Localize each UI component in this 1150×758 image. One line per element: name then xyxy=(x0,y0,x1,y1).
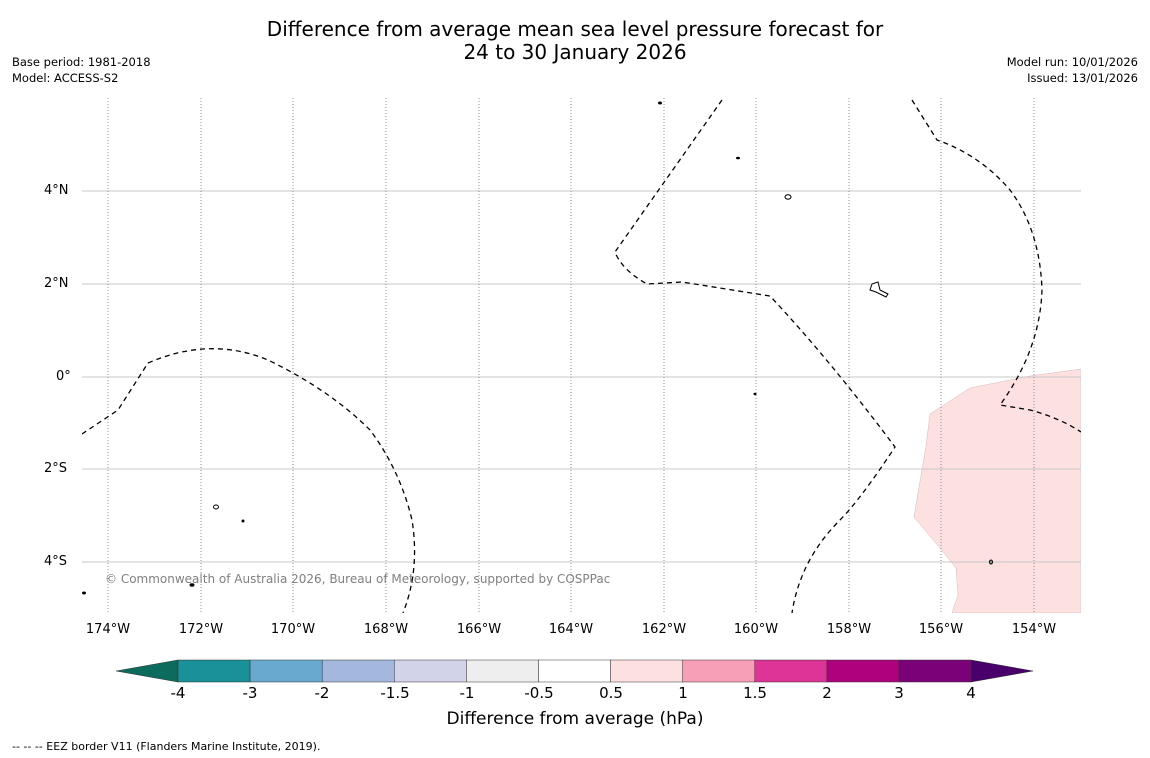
lon-label: 170°W xyxy=(270,622,316,637)
lon-label: 164°W xyxy=(548,622,594,637)
colorbar-swatch xyxy=(754,659,828,683)
colorbar-swatch xyxy=(538,659,611,683)
lon-label: 172°W xyxy=(178,622,224,637)
lon-label: 160°W xyxy=(733,622,779,637)
colorbar-tick-label: 0.5 xyxy=(599,684,623,702)
colorbar-extend-high xyxy=(970,659,1034,683)
eez-border-kiribati-west xyxy=(82,348,416,613)
eez-legend-footnote: -- -- -- EEZ border V11 (Flanders Marine… xyxy=(12,740,321,753)
islands xyxy=(82,101,993,595)
lon-label: 166°W xyxy=(456,622,502,637)
lon-label: 168°W xyxy=(363,622,409,637)
island xyxy=(189,583,195,587)
eez-border-east xyxy=(911,99,1081,433)
island xyxy=(82,591,86,595)
map-plot-area xyxy=(82,98,1081,613)
base-period: Base period: 1981-2018 xyxy=(12,55,151,69)
colorbar-tick-label: 4 xyxy=(966,684,976,702)
eez-borders xyxy=(82,99,1081,613)
island xyxy=(753,392,757,396)
island xyxy=(658,101,662,105)
issued-date: Issued: 13/01/2026 xyxy=(1027,71,1138,85)
colorbar-tick-label: 2 xyxy=(822,684,832,702)
lat-label: 0° xyxy=(56,369,71,384)
title-line-1: Difference from average mean sea level p… xyxy=(266,17,884,41)
lon-label: 154°W xyxy=(1011,622,1057,637)
lon-grid xyxy=(107,98,1035,613)
colorbar-swatch xyxy=(898,659,972,683)
colorbar-tick-label: -1.5 xyxy=(380,684,410,702)
colorbar-swatch xyxy=(682,659,756,683)
lat-label: 4°S xyxy=(44,554,68,569)
model-name: Model: ACCESS-S2 xyxy=(12,71,119,85)
title-line-2: 24 to 30 January 2026 xyxy=(463,40,687,64)
colorbar-swatch xyxy=(466,659,539,683)
island xyxy=(213,504,219,510)
chart-title: Difference from average mean sea level p… xyxy=(0,18,1150,64)
colorbar-swatch xyxy=(177,659,251,683)
colorbar-swatch xyxy=(249,659,323,683)
meta-right: Model run: 10/01/2026 Issued: 13/01/2026 xyxy=(1007,54,1138,86)
colorbar-tick-label: 1 xyxy=(678,684,688,702)
island xyxy=(241,519,245,523)
colorbar-tick-label: -2 xyxy=(314,684,330,702)
colorbar-title: Difference from average (hPa) xyxy=(446,709,704,729)
colorbar-tick-label: -0.5 xyxy=(524,684,554,702)
lon-label: 156°W xyxy=(918,622,964,637)
anomaly-region xyxy=(913,368,1081,613)
colorbar-tick-label: -1 xyxy=(459,684,475,702)
colorbar-swatch xyxy=(610,659,683,683)
island xyxy=(784,194,792,200)
colorbar-swatch xyxy=(394,659,467,683)
colorbar-swatch xyxy=(321,659,395,683)
meta-left: Base period: 1981-2018 Model: ACCESS-S2 xyxy=(12,54,151,86)
lat-grid xyxy=(82,190,1081,563)
lat-label: 2°N xyxy=(44,276,69,291)
colorbar xyxy=(115,659,1034,683)
colorbar-tick-label: 1.5 xyxy=(743,684,767,702)
colorbar-tick-label: -3 xyxy=(242,684,258,702)
colorbar-swatch xyxy=(826,659,900,683)
lon-label: 162°W xyxy=(641,622,687,637)
lon-label: 158°W xyxy=(826,622,872,637)
lat-label: 2°S xyxy=(44,461,68,476)
lat-label: 4°N xyxy=(44,183,69,198)
lon-label: 174°W xyxy=(85,622,131,637)
colorbar-tick-label: -4 xyxy=(170,684,186,702)
model-run: Model run: 10/01/2026 xyxy=(1006,55,1138,69)
eez-border-kiribati-central xyxy=(614,99,896,613)
colorbar-extend-low xyxy=(115,659,179,683)
island xyxy=(736,156,740,160)
island xyxy=(989,559,993,565)
colorbar-tick-label: 3 xyxy=(894,684,904,702)
copyright-notice: © Commonwealth of Australia 2026, Bureau… xyxy=(105,572,611,586)
island xyxy=(869,281,889,298)
